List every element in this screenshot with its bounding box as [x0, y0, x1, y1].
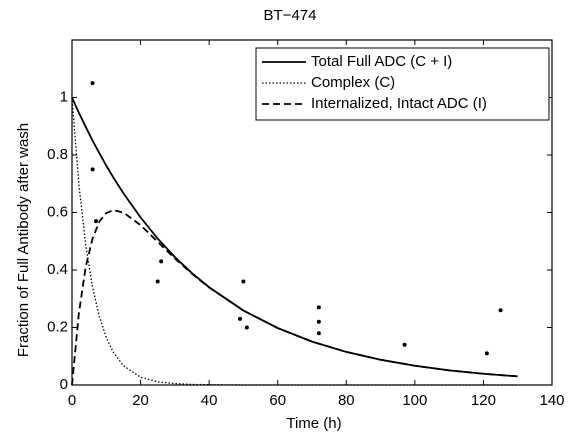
x-tick-label: 20: [132, 392, 149, 409]
x-tick-label: 60: [269, 392, 286, 409]
legend-box: [255, 47, 550, 121]
data-point: [155, 279, 160, 284]
x-tick-label: 80: [338, 392, 355, 409]
x-tick-label: 100: [402, 392, 427, 409]
x-tick-label: 0: [68, 392, 76, 409]
data-point: [498, 308, 503, 313]
x-axis-label: Time (h): [286, 415, 341, 432]
y-tick-label: 0.2: [47, 318, 68, 335]
data-point: [94, 219, 98, 224]
x-tick-label: 40: [201, 392, 218, 409]
chart-title: BT−474: [264, 7, 317, 24]
y-tick-label: 0.8: [47, 146, 68, 163]
data-point: [159, 259, 164, 264]
y-tick-label: 0.6: [47, 203, 68, 220]
y-tick-label: 1: [60, 88, 68, 105]
series-line: [71, 209, 518, 386]
legend-label: Total Full ADC (C + I): [311, 53, 452, 70]
data-point: [238, 316, 242, 321]
data-point: [402, 342, 407, 347]
data-point: [241, 279, 246, 284]
data-point: [90, 81, 95, 86]
data-point: [316, 319, 321, 324]
legend-label: Complex (C): [311, 74, 395, 91]
data-point: [316, 305, 321, 310]
series-line: [71, 97, 518, 386]
y-axis-label: Fraction of Full Antibody after wash: [15, 123, 32, 357]
y-tick-label: 0: [60, 376, 68, 393]
data-point: [316, 331, 321, 336]
legend-label: Internalized, Intact ADC (I): [311, 95, 487, 112]
data-point: [90, 167, 95, 172]
x-tick-label: 120: [471, 392, 496, 409]
data-point: [244, 325, 249, 330]
y-tick-label: 0.4: [47, 261, 68, 278]
x-tick-label: 140: [539, 392, 564, 409]
data-point: [484, 351, 489, 356]
